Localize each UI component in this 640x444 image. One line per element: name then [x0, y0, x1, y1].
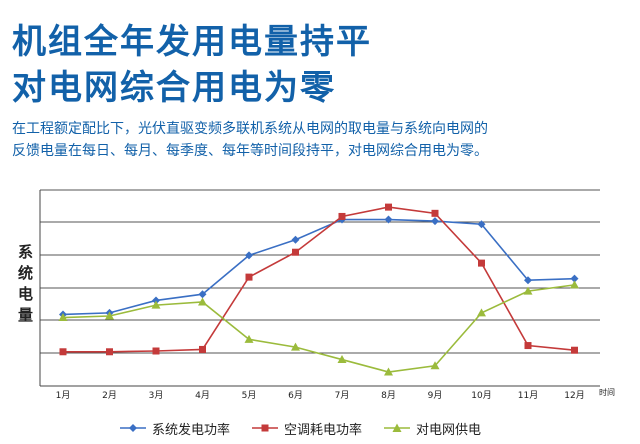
legend-label: 对电网供电	[416, 422, 482, 438]
data-point	[152, 347, 160, 355]
title-line-2: 对电网综合用电为零	[12, 68, 336, 108]
legend-item: 系统发电功率	[120, 419, 230, 438]
data-point	[152, 296, 160, 305]
data-point	[430, 361, 440, 370]
legend-swatch	[120, 424, 146, 432]
legend-item: 对电网供电	[384, 419, 481, 438]
series-line	[62, 218, 575, 316]
data-point	[431, 209, 439, 217]
x-tick-label: 6月	[288, 390, 303, 401]
data-point	[105, 311, 114, 320]
x-tick-label: 11月	[518, 390, 538, 401]
x-tick-label: 1月	[56, 390, 71, 401]
data-point	[198, 290, 207, 299]
data-point	[570, 280, 579, 289]
data-point	[431, 217, 439, 226]
data-point	[244, 334, 254, 343]
x-tick-label: 7月	[335, 390, 350, 401]
y-axis-label-char: 量	[18, 306, 34, 324]
data-point	[59, 348, 67, 356]
data-point	[571, 346, 578, 354]
legend-label: 空调耗电功率	[284, 422, 363, 438]
data-point	[477, 220, 486, 229]
data-point	[337, 355, 347, 364]
data-point	[291, 342, 300, 351]
data-point	[523, 286, 533, 295]
data-point	[478, 259, 485, 267]
data-point	[106, 348, 113, 356]
legend: 系统发电功率 空调耗电功率 对电网供电	[120, 418, 503, 438]
data-point	[245, 273, 253, 281]
line-chart: 1月 2月 3月 4月 5月 6月 7月 8月 9月 10月 11月 12月 时间	[39, 189, 615, 401]
data-point	[151, 300, 161, 309]
data-point	[199, 345, 206, 353]
description-line-2: 反馈电量在每日、每月、每季度、每年等时间段持平，对电网综合用电为零。	[12, 143, 488, 159]
series-line	[62, 284, 575, 373]
data-point	[291, 235, 300, 244]
data-point	[385, 203, 392, 211]
data-point	[384, 367, 393, 376]
y-axis-label-char: 系	[18, 243, 34, 261]
y-axis-label-char: 统	[18, 264, 34, 282]
x-tick-label: 3月	[149, 390, 164, 401]
x-tick-label: 5月	[242, 390, 257, 401]
description-line-1: 在工程额定配比下，光伏直驱变频多联机系统从电网的取电量与系统向电网的	[12, 121, 488, 137]
data-point	[570, 274, 579, 283]
data-point	[338, 212, 346, 220]
x-tick-label: 10月	[471, 390, 491, 401]
series-line	[63, 206, 575, 353]
title-line-1: 机组全年发用电量持平	[12, 22, 372, 62]
data-point	[524, 342, 532, 350]
data-point	[477, 308, 486, 317]
data-point	[198, 297, 207, 306]
data-point	[58, 313, 68, 322]
x-tick-label: 4月	[195, 390, 210, 401]
data-point	[292, 248, 299, 256]
legend-swatch	[252, 424, 279, 432]
data-point	[524, 276, 532, 285]
legend-swatch	[384, 423, 411, 432]
data-point	[384, 215, 393, 224]
data-point	[245, 251, 253, 260]
x-tick-label: 8月	[381, 390, 396, 401]
x-tick-label: 12月	[564, 390, 584, 401]
legend-label: 系统发电功率	[152, 422, 231, 438]
x-axis-label: 时间	[599, 387, 615, 397]
y-axis-label-char: 电	[18, 285, 34, 303]
x-tick-label: 9月	[428, 390, 443, 401]
x-tick-label: 2月	[102, 390, 117, 401]
legend-item: 空调耗电功率	[252, 419, 362, 438]
